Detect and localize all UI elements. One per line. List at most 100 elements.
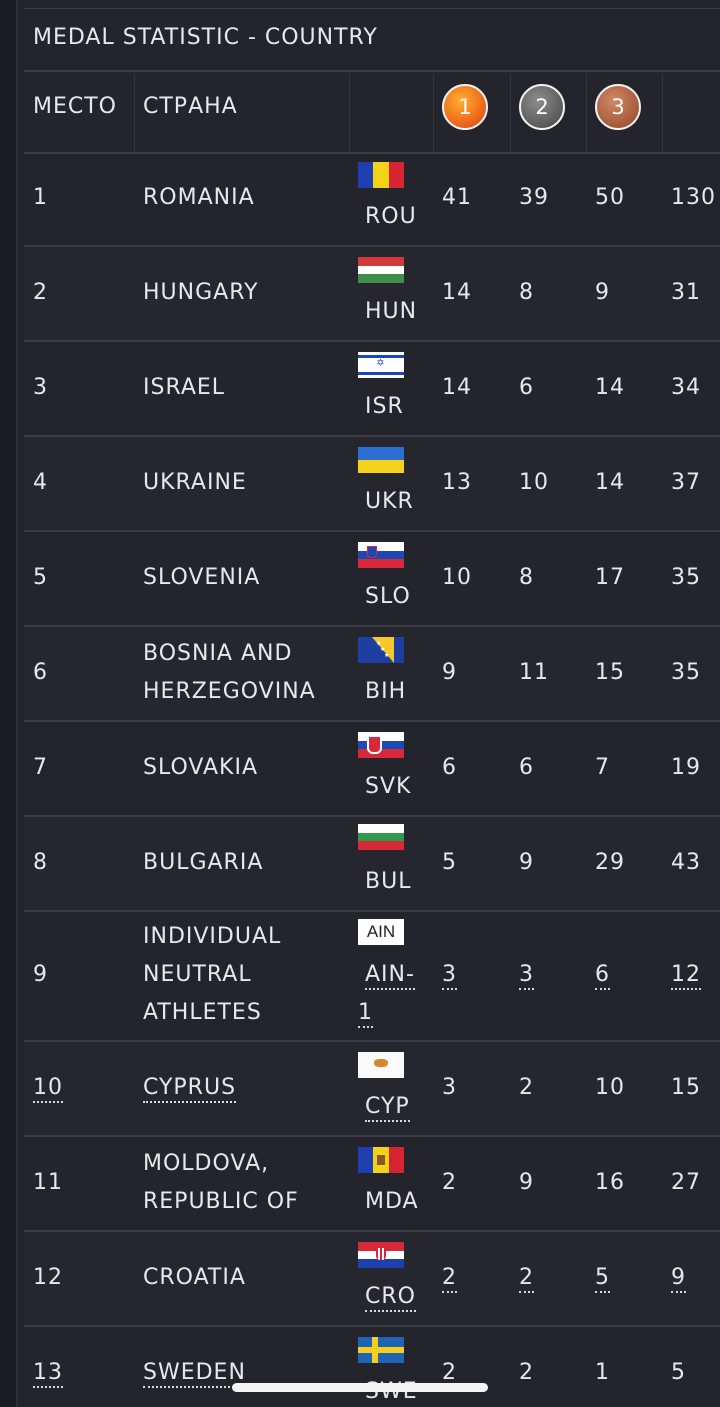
silver-count: 6 (519, 755, 534, 780)
bronze-count-link[interactable]: 5 (595, 1265, 610, 1293)
gold-count-link[interactable]: 3 (442, 962, 457, 990)
table-row: 12 CROATIA CRO 2 2 5 9 (24, 1232, 720, 1327)
country-code-link[interactable]: CYP (365, 1094, 410, 1122)
country-name: HUNGARY (143, 280, 259, 305)
country-name-line-1: INDIVIDUAL (143, 924, 282, 949)
country-name: UKRAINE (143, 470, 247, 495)
bronze-medal-icon[interactable]: 3 (595, 84, 641, 130)
header-divider (586, 74, 587, 152)
silver-count: 11 (519, 660, 549, 685)
table-row: 11 MOLDOVA, REPUBLIC OF MDA 2 9 16 27 (24, 1137, 720, 1232)
country-code-link[interactable]: AIN- (365, 962, 415, 990)
israel-flag-icon: ✡ (358, 352, 404, 378)
total-count: 15 (671, 1075, 701, 1100)
gold-count-link[interactable]: 2 (442, 1265, 457, 1293)
silver-medal-icon[interactable]: 2 (519, 84, 565, 130)
bronze-count: 9 (595, 280, 610, 305)
country-name-line-2: NEUTRAL (143, 962, 252, 987)
bronze-count: 1 (595, 1360, 610, 1385)
country-code: SLO (365, 584, 411, 609)
bronze-count: 10 (595, 1075, 625, 1100)
total-count: 35 (671, 565, 701, 590)
gold-count: 2 (442, 1360, 457, 1385)
bronze-count: 14 (595, 470, 625, 495)
sweden-flag-icon (358, 1337, 404, 1363)
place-cell: 5 (33, 565, 48, 590)
table-row: 7 SLOVAKIA SVK 6 6 7 19 (24, 722, 720, 817)
header-place[interactable]: МЕСТО (33, 94, 117, 119)
country-name-line-3: ATHLETES (143, 1000, 262, 1025)
country-code: ROU (365, 204, 417, 229)
place-cell: 1 (33, 185, 48, 210)
country-name: CROATIA (143, 1265, 246, 1290)
table-row: 1 ROMANIA ROU 41 39 50 130 (24, 152, 720, 247)
total-count: 43 (671, 850, 701, 875)
place-link[interactable]: 10 (33, 1075, 63, 1103)
total-count: 27 (671, 1170, 701, 1195)
place-cell: 3 (33, 375, 48, 400)
country-code: BUL (365, 869, 412, 894)
country-code-link[interactable]: CRO (365, 1284, 416, 1312)
table-title: MEDAL STATISTIC - COUNTRY (24, 8, 720, 72)
table-row: 2 HUNGARY HUN 14 8 9 31 (24, 247, 720, 342)
country-name: BULGARIA (143, 850, 264, 875)
silver-count: 10 (519, 470, 549, 495)
silver-count-link[interactable]: 2 (519, 1265, 534, 1293)
place-cell: 7 (33, 755, 48, 780)
country-name: SLOVENIA (143, 565, 261, 590)
hungary-flag-icon (358, 257, 404, 283)
home-indicator[interactable] (232, 1383, 488, 1392)
silver-count: 8 (519, 280, 534, 305)
country-name: ROMANIA (143, 185, 255, 210)
country-name-link[interactable]: CYPRUS (143, 1075, 237, 1103)
slovenia-flag-icon (358, 542, 404, 568)
place-cell: 8 (33, 850, 48, 875)
table-row: 4 UKRAINE UKR 13 10 14 37 (24, 437, 720, 532)
country-code-link[interactable]: 1 (358, 1000, 373, 1028)
bronze-count: 14 (595, 375, 625, 400)
header-divider (349, 74, 350, 152)
croatia-flag-icon (358, 1242, 404, 1268)
table-row: 9 INDIVIDUAL NEUTRAL ATHLETES AIN AIN- 1… (24, 912, 720, 1042)
gold-medal-icon[interactable]: 1 (442, 84, 488, 130)
gold-count: 10 (442, 565, 472, 590)
moldova-flag-icon (358, 1147, 404, 1173)
table-row: 3 ISRAEL ✡ ISR 14 6 14 34 (24, 342, 720, 437)
gold-count: 9 (442, 660, 457, 685)
left-edge-bar (0, 0, 16, 1407)
place-cell: 11 (33, 1170, 63, 1195)
place-cell: 9 (33, 962, 48, 987)
table-row: 5 SLOVENIA SLO 10 8 17 35 (24, 532, 720, 627)
total-count: 34 (671, 375, 701, 400)
gold-count: 13 (442, 470, 472, 495)
country-code: ISR (365, 394, 404, 419)
place-cell: 2 (33, 280, 48, 305)
place-cell: 4 (33, 470, 48, 495)
place-cell: 6 (33, 660, 48, 685)
country-code: SVK (365, 774, 412, 799)
bronze-count: 50 (595, 185, 625, 210)
country-code: HUN (365, 299, 418, 324)
bronze-count-link[interactable]: 6 (595, 962, 610, 990)
total-count: 130 (671, 185, 716, 210)
country-name-link[interactable]: SWEDEN (143, 1360, 246, 1388)
slovakia-flag-icon (358, 732, 404, 758)
table-row: 8 BULGARIA BUL 5 9 29 43 (24, 817, 720, 912)
gold-count: 41 (442, 185, 472, 210)
total-count: 35 (671, 660, 701, 685)
silver-count: 39 (519, 185, 549, 210)
total-count-link[interactable]: 9 (671, 1265, 686, 1293)
gold-count: 5 (442, 850, 457, 875)
header-country[interactable]: СТРАНА (143, 94, 238, 119)
gold-count: 2 (442, 1170, 457, 1195)
header-divider (134, 74, 135, 152)
silver-count-link[interactable]: 3 (519, 962, 534, 990)
total-count-link[interactable]: 12 (671, 962, 701, 990)
country-name-line-2: HERZEGOVINA (143, 679, 316, 704)
header-divider (510, 74, 511, 152)
total-count: 31 (671, 280, 701, 305)
country-code: MDA (365, 1189, 419, 1214)
country-code: BIH (365, 679, 407, 704)
place-link[interactable]: 13 (33, 1360, 63, 1388)
country-name-line-1: BOSNIA AND (143, 641, 293, 666)
